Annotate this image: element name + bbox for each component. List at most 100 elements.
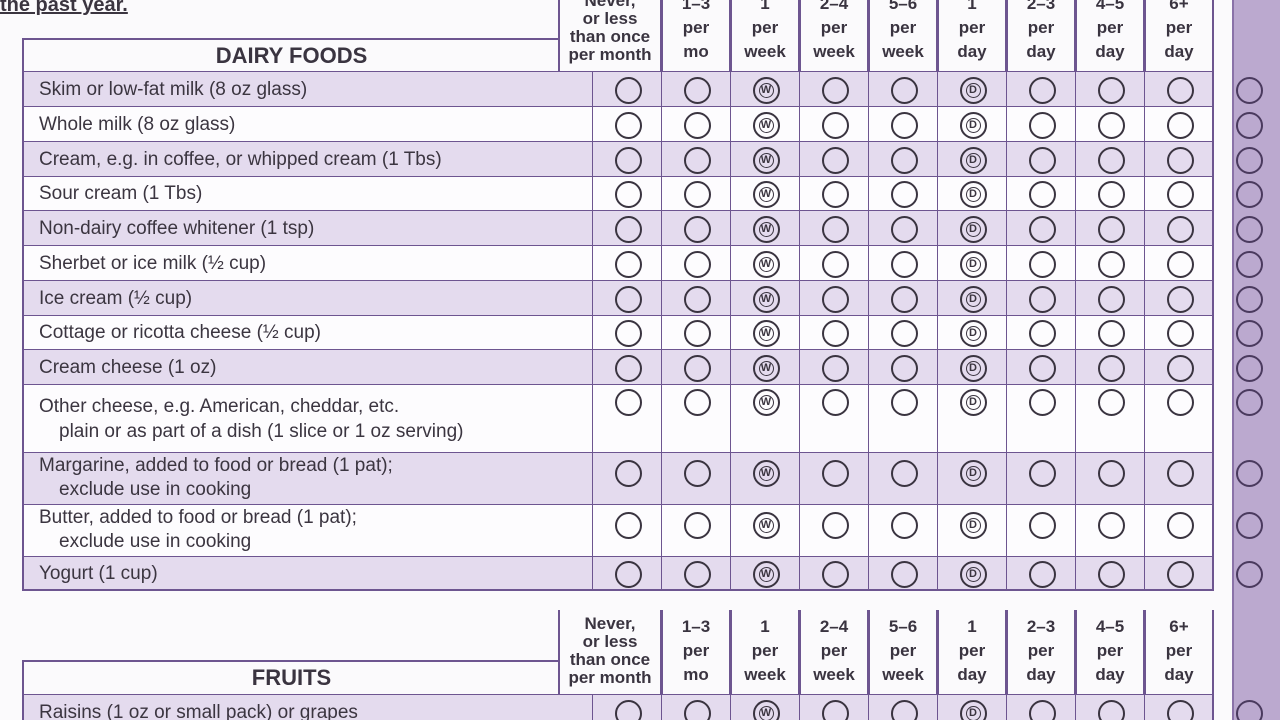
answer-bubble bbox=[614, 250, 642, 278]
answer-bubble: W bbox=[752, 560, 780, 588]
column-header: 1–3 per mo bbox=[661, 0, 731, 73]
side-bubble bbox=[1236, 285, 1263, 313]
food-row: Yogurt (1 cup) W D bbox=[22, 557, 1214, 591]
column-cell bbox=[1006, 177, 1077, 211]
answer-bubble bbox=[1028, 512, 1056, 539]
column-header-line: 1 bbox=[967, 617, 977, 636]
answer-bubble bbox=[1166, 76, 1194, 104]
row-label: Other cheese, e.g. American, cheddar, et… bbox=[39, 396, 400, 417]
answer-bubble bbox=[890, 512, 918, 539]
column-cell bbox=[799, 695, 870, 720]
bubble-letter: W bbox=[758, 221, 774, 237]
answer-bubble bbox=[1097, 215, 1125, 243]
answer-bubble: W bbox=[752, 700, 780, 720]
answer-bubble bbox=[683, 560, 711, 588]
answer-bubble bbox=[1166, 320, 1194, 347]
column-cell bbox=[799, 177, 870, 211]
answer-bubble bbox=[821, 512, 849, 539]
answer-bubble bbox=[614, 389, 642, 416]
column-cell bbox=[937, 72, 1008, 107]
answer-bubble bbox=[890, 460, 918, 487]
bubble-letter: D bbox=[965, 518, 981, 533]
answer-bubble bbox=[1028, 460, 1056, 487]
answer-bubble bbox=[1028, 250, 1056, 278]
column-cell bbox=[868, 246, 939, 281]
answer-bubble: W bbox=[752, 146, 780, 174]
answer-bubble: D bbox=[959, 512, 987, 539]
row-label: Whole milk (8 oz glass) bbox=[39, 113, 236, 135]
column-header: 6+ per day bbox=[1144, 610, 1214, 696]
column-cell bbox=[868, 281, 939, 316]
column-cell bbox=[937, 246, 1008, 281]
answer-bubble bbox=[1028, 181, 1056, 208]
answer-bubble bbox=[614, 460, 642, 487]
side-bubble bbox=[1236, 181, 1263, 208]
column-cell bbox=[1075, 385, 1146, 453]
column-header-line: day bbox=[1164, 665, 1194, 684]
column-cell bbox=[661, 453, 732, 505]
answer-bubble bbox=[1028, 354, 1056, 382]
row-label: Skim or low-fat milk (8 oz glass) bbox=[39, 78, 308, 100]
column-header-line: week bbox=[882, 42, 924, 61]
column-header-line: Never, bbox=[584, 614, 636, 633]
bubble-letter: W bbox=[758, 256, 774, 272]
column-header-line: day bbox=[1095, 42, 1125, 61]
answer-bubble bbox=[821, 215, 849, 243]
answer-bubble: D bbox=[959, 111, 987, 139]
column-cell bbox=[661, 177, 732, 211]
column-cell bbox=[592, 281, 663, 316]
column-cell bbox=[868, 350, 939, 385]
column-header: 6+ per day bbox=[1144, 0, 1214, 73]
column-cell bbox=[730, 453, 801, 505]
side-bubble bbox=[1236, 512, 1263, 539]
answer-bubble: W bbox=[752, 215, 780, 243]
column-cell bbox=[799, 453, 870, 505]
column-cell bbox=[1075, 246, 1146, 281]
column-header-line: week bbox=[813, 665, 855, 684]
answer-bubble bbox=[1097, 320, 1125, 347]
column-cell bbox=[1075, 505, 1146, 557]
column-cell bbox=[730, 316, 801, 350]
column-header: 4–5 per day bbox=[1075, 610, 1145, 696]
section-title-cell: FRUITS bbox=[22, 660, 559, 696]
column-header-line: 1–3 bbox=[681, 0, 711, 13]
bubble-letter: W bbox=[758, 82, 774, 98]
column-cell bbox=[661, 281, 732, 316]
food-row: Whole milk (8 oz glass) W D bbox=[22, 107, 1214, 143]
side-bubble bbox=[1236, 354, 1263, 382]
column-cell bbox=[730, 505, 801, 557]
column-header-line: per bbox=[958, 18, 986, 37]
answer-bubble bbox=[1028, 389, 1056, 416]
row-label: exclude use in cooking bbox=[59, 479, 252, 500]
column-cell bbox=[1006, 316, 1077, 350]
column-cell bbox=[1075, 72, 1146, 107]
bubble-letter: W bbox=[758, 187, 774, 202]
column-cell bbox=[661, 211, 732, 246]
bubble-letter: D bbox=[965, 326, 981, 341]
answer-bubble bbox=[683, 215, 711, 243]
column-cell bbox=[730, 211, 801, 246]
row-label: Cream cheese (1 oz) bbox=[39, 356, 217, 378]
food-row: Cream, e.g. in coffee, or whipped cream … bbox=[22, 142, 1214, 178]
side-bubble bbox=[1236, 111, 1263, 139]
food-row: Sherbet or ice milk (½ cup) W D bbox=[22, 246, 1214, 282]
column-header-line: per bbox=[751, 641, 779, 660]
answer-bubble bbox=[890, 700, 918, 720]
column-header-line: 6+ bbox=[1169, 0, 1189, 13]
column-cell bbox=[799, 281, 870, 316]
answer-bubble: D bbox=[959, 285, 987, 313]
side-bubble bbox=[1236, 320, 1263, 347]
answer-bubble bbox=[683, 111, 711, 139]
answer-bubble: D bbox=[959, 560, 987, 588]
column-cell bbox=[592, 142, 663, 177]
answer-bubble bbox=[1028, 320, 1056, 347]
column-cell bbox=[1144, 107, 1215, 142]
column-cell bbox=[1075, 557, 1146, 590]
column-header-line: week bbox=[744, 42, 786, 61]
column-cell bbox=[730, 72, 801, 107]
column-header-line: per bbox=[751, 18, 779, 37]
row-label: plain or as part of a dish (1 slice or 1… bbox=[59, 421, 464, 442]
answer-bubble: D bbox=[959, 76, 987, 104]
bubble-letter: W bbox=[758, 291, 774, 307]
answer-bubble bbox=[1028, 700, 1056, 720]
